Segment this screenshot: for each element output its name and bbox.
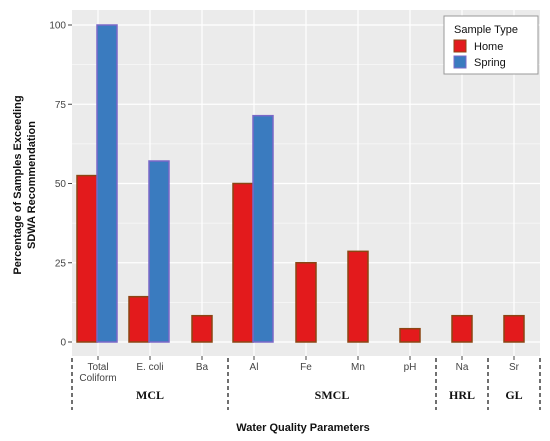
group-label-smcl: SMCL <box>315 388 350 402</box>
bar-home <box>295 262 317 343</box>
y-tick-label: 50 <box>55 179 67 190</box>
legend-key-spring <box>453 55 467 69</box>
parameter-groups: MCL SMCL HRL GL <box>71 358 541 410</box>
bar-home <box>76 174 98 343</box>
legend-title: Sample Type <box>454 24 518 36</box>
y-tick-label: 25 <box>55 258 67 269</box>
y-tick-label: 100 <box>49 21 66 32</box>
legend-label-home: Home <box>474 41 503 53</box>
x-tick-label: E. coli <box>136 362 163 373</box>
bar-home <box>347 250 369 343</box>
y-axis-title-line-2: SDWA Recommendation <box>26 121 38 249</box>
y-axis-ticks: 0 25 50 75 100 <box>49 21 72 349</box>
legend-label-spring: Spring <box>474 57 506 69</box>
x-tick-label: Fe <box>300 362 312 373</box>
y-tick-label: 75 <box>55 100 67 111</box>
bars <box>76 24 525 343</box>
bar-spring <box>148 160 170 343</box>
group-label-gl: GL <box>505 388 522 402</box>
x-tick-label: Na <box>456 362 469 373</box>
x-tick-label: Al <box>250 362 259 373</box>
group-label-hrl: HRL <box>449 388 475 402</box>
bar-home <box>503 314 525 343</box>
bar-spring <box>252 114 274 343</box>
legend-key-home <box>453 39 467 53</box>
group-label-mcl: MCL <box>136 388 164 402</box>
x-axis-title: Water Quality Parameters <box>236 422 369 434</box>
bar-home <box>128 295 150 343</box>
x-tick-label: Sr <box>509 362 520 373</box>
bar-home <box>399 327 421 343</box>
y-tick-label: 0 <box>60 338 66 349</box>
x-tick-label: Ba <box>196 362 209 373</box>
legend: Sample Type Home Spring <box>443 15 539 75</box>
x-tick-label: pH <box>404 362 417 373</box>
bar-home <box>451 314 473 343</box>
x-tick-label: Total <box>87 362 108 373</box>
bar-spring <box>96 24 118 343</box>
x-tick-label: Mn <box>351 362 365 373</box>
bar-home <box>191 314 213 343</box>
y-axis-title-line-1: Percentage of Samples Exceeding <box>12 95 24 274</box>
bar-home <box>232 182 254 343</box>
x-tick-label: Coliform <box>79 373 116 384</box>
